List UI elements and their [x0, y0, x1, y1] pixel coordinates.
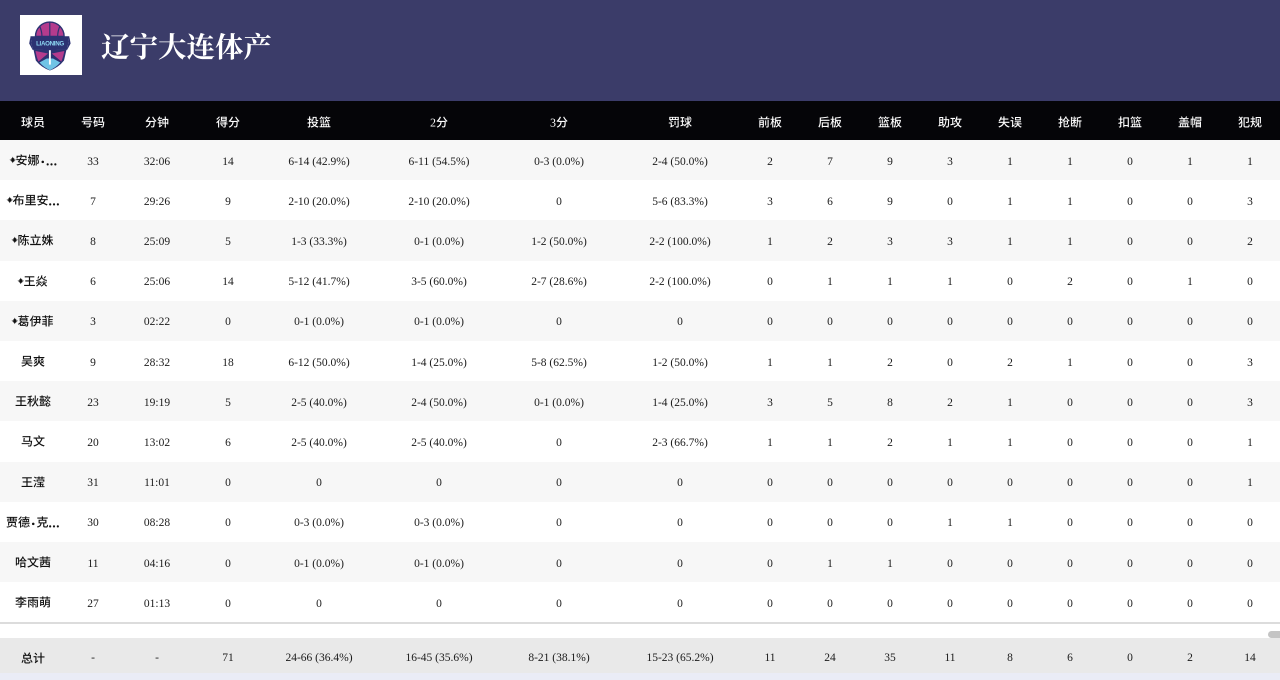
svg-text:LIAONING: LIAONING: [36, 40, 64, 47]
